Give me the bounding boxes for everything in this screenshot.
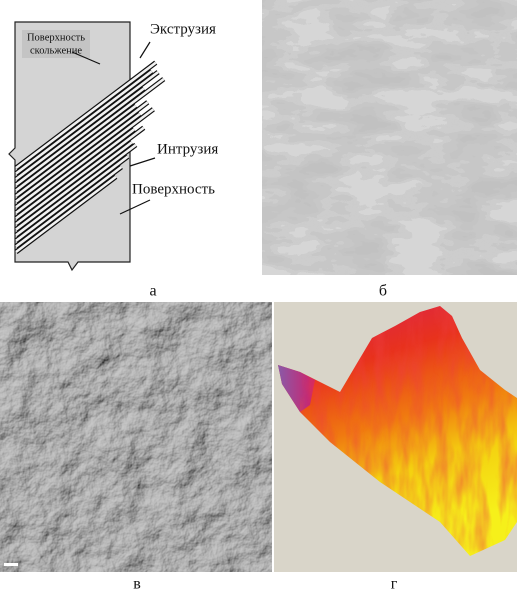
caption: в (133, 576, 141, 593)
extrusion-label: Экструзия (150, 21, 216, 37)
intrusion-label: Интрузия (157, 141, 218, 157)
slip-label: Поверхность (27, 32, 85, 43)
arrow (129, 157, 156, 167)
slip-label: скольжение (30, 45, 82, 56)
slip-band (15, 143, 137, 237)
slip-bands (14, 60, 166, 254)
slip-diagram: Поверхность скольжение Экструзия Интрузи… (8, 21, 218, 272)
slip-band (15, 141, 133, 231)
slip-band (15, 165, 123, 248)
arrow (139, 41, 151, 59)
slip-band (15, 104, 137, 198)
caption: г (391, 576, 398, 593)
surface-label: Поверхность (132, 181, 215, 197)
micrograph-texture (262, 0, 517, 275)
caption: б (379, 283, 387, 300)
slip-band (15, 61, 157, 170)
scale-bar (4, 563, 18, 566)
slip-band (15, 126, 145, 226)
slip-band (15, 71, 159, 181)
surface-roughness (300, 306, 517, 556)
arrow (119, 199, 151, 215)
slip-band (15, 101, 149, 203)
slip-band (15, 112, 141, 209)
slip-band (15, 108, 155, 214)
label-box (22, 30, 90, 58)
slip-band (15, 155, 129, 242)
slip-band (15, 87, 145, 186)
slip-band (15, 70, 153, 175)
caption: а (149, 283, 156, 300)
slip-band (15, 175, 117, 254)
slip-band (15, 78, 165, 192)
slip-band (15, 128, 135, 220)
arrow (71, 51, 101, 65)
sem-texture (0, 302, 272, 572)
